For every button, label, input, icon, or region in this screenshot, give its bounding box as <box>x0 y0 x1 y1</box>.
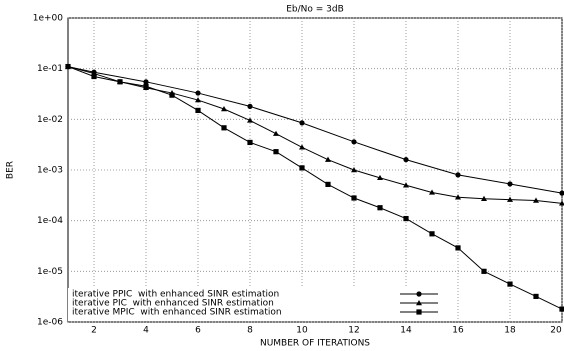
data-point <box>299 144 305 150</box>
y-tick-label: 1e-03 <box>37 166 63 176</box>
data-point <box>403 215 409 222</box>
data-point <box>351 167 357 173</box>
data-point <box>351 195 357 201</box>
data-point <box>91 73 97 80</box>
data-point <box>481 268 487 274</box>
data-point <box>533 293 539 300</box>
data-point <box>195 107 201 114</box>
data-point <box>533 197 539 203</box>
series-line <box>67 66 563 310</box>
data-point <box>377 174 383 181</box>
data-point <box>377 205 383 211</box>
data-point <box>559 200 564 206</box>
data-point <box>273 130 279 136</box>
data-point <box>455 194 461 200</box>
legend-label: iterative MPIC with enhanced SINR estima… <box>72 308 282 318</box>
data-point <box>559 190 564 196</box>
data-point <box>247 103 253 109</box>
y-axis-label: BER <box>6 161 16 179</box>
y-tick-label: 1e-06 <box>37 318 63 328</box>
y-tick-label: 1e-04 <box>37 216 63 226</box>
legend-label: iterative PIC with enhanced SINR estimat… <box>72 299 274 309</box>
x-tick-label: 2 <box>91 326 97 336</box>
y-tick-label: 1e-05 <box>37 267 63 277</box>
legend-label: iterative PPIC with enhanced SINR estima… <box>72 290 279 300</box>
data-point <box>117 79 123 85</box>
legend-box <box>68 288 440 321</box>
x-tick-label: 16 <box>452 326 464 336</box>
data-point <box>351 139 357 145</box>
data-point <box>195 90 201 96</box>
data-point <box>429 231 435 237</box>
legend-marker <box>416 291 422 297</box>
y-tick-label: 1e-01 <box>37 64 63 74</box>
data-point <box>221 125 227 131</box>
data-point <box>429 189 435 195</box>
data-point <box>247 117 253 123</box>
data-point <box>169 92 175 98</box>
data-point <box>507 281 513 287</box>
data-point <box>559 306 564 312</box>
data-point <box>507 196 513 202</box>
data-point <box>247 139 253 146</box>
data-point <box>455 172 461 178</box>
data-point <box>403 182 409 188</box>
data-point <box>403 157 409 163</box>
x-tick-label: 4 <box>143 326 149 336</box>
x-tick-label: 12 <box>348 326 359 336</box>
data-point <box>507 181 513 187</box>
x-axis-label: NUMBER OF ITERATIONS <box>260 339 370 349</box>
data-point <box>325 181 331 187</box>
data-point <box>299 120 305 126</box>
chart-title: Eb/No = 3dB <box>286 5 344 15</box>
x-tick-label: 8 <box>247 326 253 336</box>
data-point <box>481 195 487 202</box>
data-point <box>65 63 71 70</box>
legend-marker <box>416 309 422 315</box>
data-point <box>143 79 149 85</box>
data-point <box>143 83 149 89</box>
y-tick-label: 1e+00 <box>33 14 64 24</box>
data-point <box>221 105 227 112</box>
data-point <box>325 156 331 162</box>
data-point <box>299 165 305 171</box>
data-point <box>195 97 201 103</box>
y-tick-label: 1e-02 <box>37 115 63 125</box>
legend-marker <box>416 300 422 306</box>
x-tick-label: 14 <box>400 326 412 336</box>
x-tick-label: 6 <box>195 326 201 336</box>
x-tick-label: 20 <box>550 326 562 336</box>
x-tick-label: 10 <box>296 326 308 336</box>
series-line <box>67 66 563 204</box>
data-point <box>273 149 279 155</box>
data-point <box>455 245 461 251</box>
x-tick-label: 18 <box>504 326 516 336</box>
